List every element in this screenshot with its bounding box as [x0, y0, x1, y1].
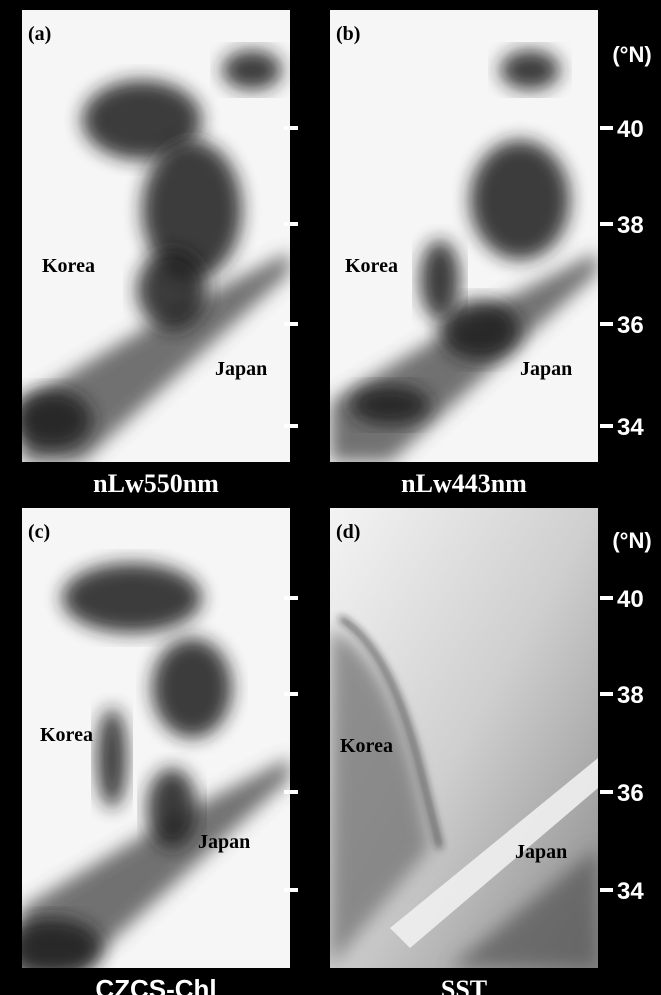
latitude-label: 34 [617, 414, 644, 441]
panel-label: (c) [28, 521, 50, 543]
dark-patch [350, 385, 430, 425]
latitude-label: 36 [617, 780, 644, 807]
place-label: Japan [198, 831, 250, 853]
panel-caption: nLw550nm [93, 469, 219, 498]
latitude-label: 38 [617, 212, 644, 239]
dark-patch [500, 50, 560, 90]
axis-unit: (°N) [612, 528, 651, 553]
latitude-label: 40 [617, 586, 644, 613]
panel-caption: SST [441, 975, 487, 995]
latitude-label: 34 [617, 878, 644, 905]
panel-image [330, 10, 598, 462]
image-panel: (b) Korea Japan nLw443nm [330, 10, 598, 498]
figure: (a) Korea Japan nLw550nm (b) Korea Japan nLw443… [0, 0, 661, 995]
dark-patch [137, 250, 207, 330]
place-label: Korea [345, 255, 398, 277]
latitude-label: 36 [617, 312, 644, 339]
place-label: Korea [40, 724, 93, 746]
image-panel: (d) Korea Japan SST [330, 508, 598, 995]
latitude-label: 38 [617, 682, 644, 709]
place-label: Japan [215, 358, 267, 380]
place-label: Japan [520, 358, 572, 380]
dark-patch [420, 240, 460, 320]
place-label: Korea [42, 255, 95, 277]
image-panel: (c) Korea Japan CZCS-Chl [2, 508, 290, 995]
dark-patch [147, 768, 197, 848]
dark-patch [470, 140, 570, 260]
dark-patch [12, 390, 92, 450]
place-label: Korea [340, 735, 393, 757]
panel-image [12, 10, 290, 462]
dark-patch [97, 708, 127, 808]
dark-patch [152, 638, 232, 738]
panel-caption: nLw443nm [401, 469, 527, 498]
dark-patch [222, 50, 282, 90]
panel-label: (d) [336, 521, 360, 543]
panel-label: (a) [28, 23, 51, 45]
axis-unit: (°N) [612, 42, 651, 67]
place-label: Japan [515, 841, 567, 863]
latitude-label: 40 [617, 116, 644, 143]
dark-patch [62, 563, 202, 633]
image-panel: (a) Korea Japan nLw550nm [12, 10, 290, 498]
panel-caption: CZCS-Chl [95, 974, 216, 995]
panel-label: (b) [336, 23, 360, 45]
